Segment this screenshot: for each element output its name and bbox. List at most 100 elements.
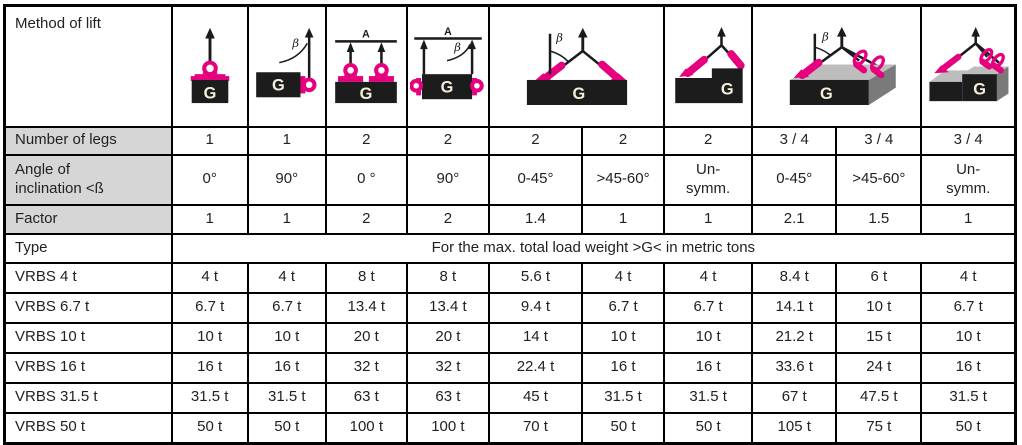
load-cell: 10 t: [835, 291, 923, 324]
row-label: VRBS 6.7 t: [3, 291, 173, 324]
single-leg-90deg-icon: β G: [255, 27, 317, 98]
two-leg-parallel-90deg-icon: A β G: [409, 26, 484, 99]
load-cell: 63 t: [324, 381, 408, 414]
spec-cell: 0 °: [324, 153, 408, 206]
spec-cell: 3 / 4: [835, 125, 923, 156]
svg-text:G: G: [572, 85, 585, 103]
spec-cell: 2: [324, 203, 408, 235]
load-cell: 32 t: [324, 351, 408, 384]
load-cell: 4 t: [920, 261, 1017, 294]
load-cell: 105 t: [751, 411, 838, 444]
svg-text:β: β: [453, 40, 461, 54]
load-cell: 50 t: [170, 411, 249, 444]
spec-cell: 2: [324, 125, 408, 156]
spec-cell: 2: [663, 125, 754, 156]
load-cell: 31.5 t: [246, 381, 327, 414]
load-cell: 50 t: [246, 411, 327, 444]
load-cell: 8.4 t: [751, 261, 838, 294]
type-label: Type: [3, 232, 173, 264]
spec-cell: 0-45°: [751, 153, 838, 206]
load-cell: 13.4 t: [324, 291, 408, 324]
load-cell: 8 t: [324, 261, 408, 294]
load-cell: 22.4 t: [487, 351, 584, 384]
load-cell: 32 t: [405, 351, 490, 384]
spec-cell: 2: [405, 203, 490, 235]
spec-cell: 1: [246, 125, 327, 156]
load-cell: 6 t: [835, 261, 923, 294]
table-row-vrbs-16t: VRBS 16 t 16 t 16 t 32 t 32 t 22.4 t 16 …: [3, 351, 1017, 384]
load-cell: 10 t: [246, 321, 327, 354]
load-cell: 31.5 t: [920, 381, 1017, 414]
number-of-legs-row: Number of legs 1 1 2 2 2 2 2 3 / 4 3 / 4…: [3, 125, 1017, 156]
svg-text:β: β: [291, 36, 299, 50]
load-cell: 20 t: [405, 321, 490, 354]
load-cell: 16 t: [920, 351, 1017, 384]
spec-cell: Un- symm.: [663, 153, 754, 206]
load-cell: 63 t: [405, 381, 490, 414]
row-label: VRBS 4 t: [3, 261, 173, 294]
spec-cell: 1: [663, 203, 754, 235]
three-four-leg-icon: β G: [789, 26, 896, 105]
spec-cell: 1.5: [835, 203, 923, 235]
table-row-vrbs-10t: VRBS 10 t 10 t 10 t 20 t 20 t 14 t 10 t …: [3, 321, 1017, 354]
load-cell: 10 t: [920, 321, 1017, 354]
row-label: VRBS 10 t: [3, 321, 173, 354]
load-cell: 6.7 t: [170, 291, 249, 324]
load-cell: 14 t: [487, 321, 584, 354]
load-cell: 31.5 t: [581, 381, 666, 414]
table-row-vrbs-50t: VRBS 50 t 50 t 50 t 100 t 100 t 70 t 50 …: [3, 411, 1017, 444]
svg-text:G: G: [272, 76, 285, 94]
svg-text:β: β: [821, 29, 829, 43]
spec-cell: 3 / 4: [920, 125, 1017, 156]
spec-cell: >45-60°: [835, 153, 923, 206]
load-cell: 4 t: [246, 261, 327, 294]
svg-text:G: G: [441, 78, 454, 96]
spec-cell: 1: [170, 125, 249, 156]
spec-cell: 90°: [246, 153, 327, 206]
row-label: VRBS 50 t: [3, 411, 173, 444]
spec-cell: 2: [487, 125, 584, 156]
spec-cell: 3 / 4: [751, 125, 838, 156]
spec-cell: 1.4: [487, 203, 584, 235]
load-cell: 47.5 t: [835, 381, 923, 414]
load-cell: 33.6 t: [751, 351, 838, 384]
load-cell: 9.4 t: [487, 291, 584, 324]
load-cell: 4 t: [663, 261, 754, 294]
load-cell: 16 t: [581, 351, 666, 384]
svg-text:G: G: [360, 85, 373, 103]
load-cell: 6.7 t: [920, 291, 1017, 324]
row-label: VRBS 16 t: [3, 351, 173, 384]
load-cell: 50 t: [663, 411, 754, 444]
three-four-leg-unsymmetric-icon: G: [929, 26, 1009, 101]
load-cell: 6.7 t: [246, 291, 327, 324]
angle-of-inclination-row: Angle of inclination <ß 0° 90° 0 ° 90° 0…: [3, 153, 1017, 206]
row-label: Number of legs: [3, 125, 173, 156]
load-cell: 10 t: [663, 321, 754, 354]
row-label: VRBS 31.5 t: [3, 381, 173, 414]
spec-cell: 1: [920, 203, 1017, 235]
load-cell: 8 t: [405, 261, 490, 294]
load-cell: 16 t: [170, 351, 249, 384]
load-cell: 31.5 t: [170, 381, 249, 414]
spec-cell: 1: [246, 203, 327, 235]
load-cell: 4 t: [581, 261, 666, 294]
method-of-lift-row: Method of lift G β G: [3, 4, 1017, 128]
method-cell-three-four-leg: β G: [751, 4, 923, 128]
spec-cell: 1: [170, 203, 249, 235]
svg-text:A: A: [362, 28, 370, 40]
load-capacity-table: Method of lift G β G: [3, 4, 1017, 445]
svg-text:A: A: [444, 26, 452, 38]
load-cell: 24 t: [835, 351, 923, 384]
spec-cell: 90°: [405, 153, 490, 206]
spec-cell: 0°: [170, 153, 249, 206]
load-cell: 100 t: [324, 411, 408, 444]
type-row: Type For the max. total load weight >G< …: [3, 232, 1017, 264]
spec-cell: >45-60°: [581, 153, 666, 206]
load-cell: 15 t: [835, 321, 923, 354]
type-description: For the max. total load weight >G< in me…: [170, 232, 1017, 264]
table-row-vrbs-4t: VRBS 4 t 4 t 4 t 8 t 8 t 5.6 t 4 t 4 t 8…: [3, 261, 1017, 294]
load-cell: 16 t: [246, 351, 327, 384]
svg-text:G: G: [973, 80, 986, 98]
load-cell: 50 t: [581, 411, 666, 444]
svg-text:G: G: [203, 84, 216, 102]
